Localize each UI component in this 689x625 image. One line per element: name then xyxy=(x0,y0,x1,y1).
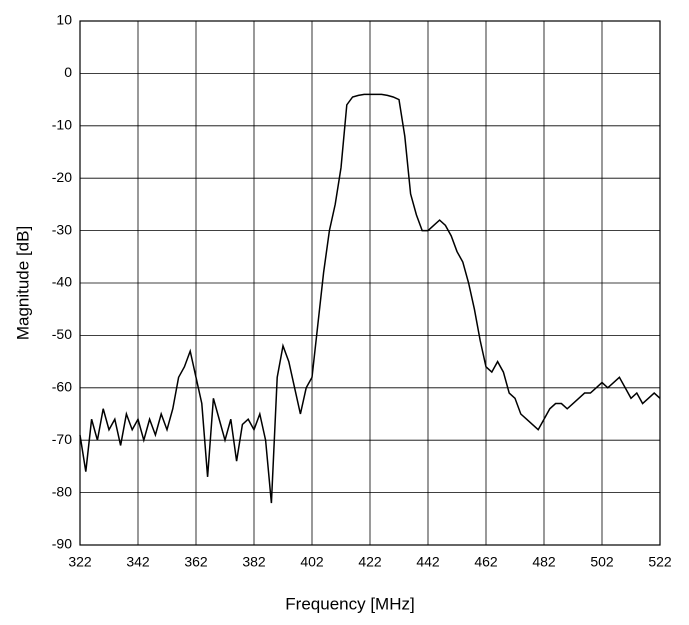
x-tick-label: 502 xyxy=(590,554,614,570)
y-tick-label: -20 xyxy=(52,169,72,185)
y-tick-label: 0 xyxy=(64,64,72,80)
y-tick-label: -90 xyxy=(52,536,72,552)
y-tick-label: -50 xyxy=(52,326,72,342)
y-tick-label: -10 xyxy=(52,117,72,133)
y-tick-label: 10 xyxy=(56,12,72,28)
x-tick-label: 482 xyxy=(532,554,556,570)
x-tick-label: 442 xyxy=(416,554,440,570)
y-tick-label: -70 xyxy=(52,431,72,447)
x-axis-label: Frequency [MHz] xyxy=(285,594,414,613)
x-tick-label: 462 xyxy=(474,554,498,570)
y-tick-label: -40 xyxy=(52,274,72,290)
y-tick-label: -60 xyxy=(52,379,72,395)
x-tick-label: 422 xyxy=(358,554,382,570)
x-tick-label: 382 xyxy=(242,554,266,570)
x-tick-label: 362 xyxy=(184,554,208,570)
plot-frame xyxy=(79,20,661,546)
x-tick-label: 402 xyxy=(300,554,324,570)
y-axis-label: Magnitude [dB] xyxy=(13,226,32,340)
x-tick-label: 322 xyxy=(68,554,92,570)
y-tick-label: -80 xyxy=(52,483,72,499)
y-tick-label: -30 xyxy=(52,221,72,237)
x-tick-label: 522 xyxy=(648,554,672,570)
data-line xyxy=(79,93,661,504)
x-tick-label: 342 xyxy=(126,554,150,570)
